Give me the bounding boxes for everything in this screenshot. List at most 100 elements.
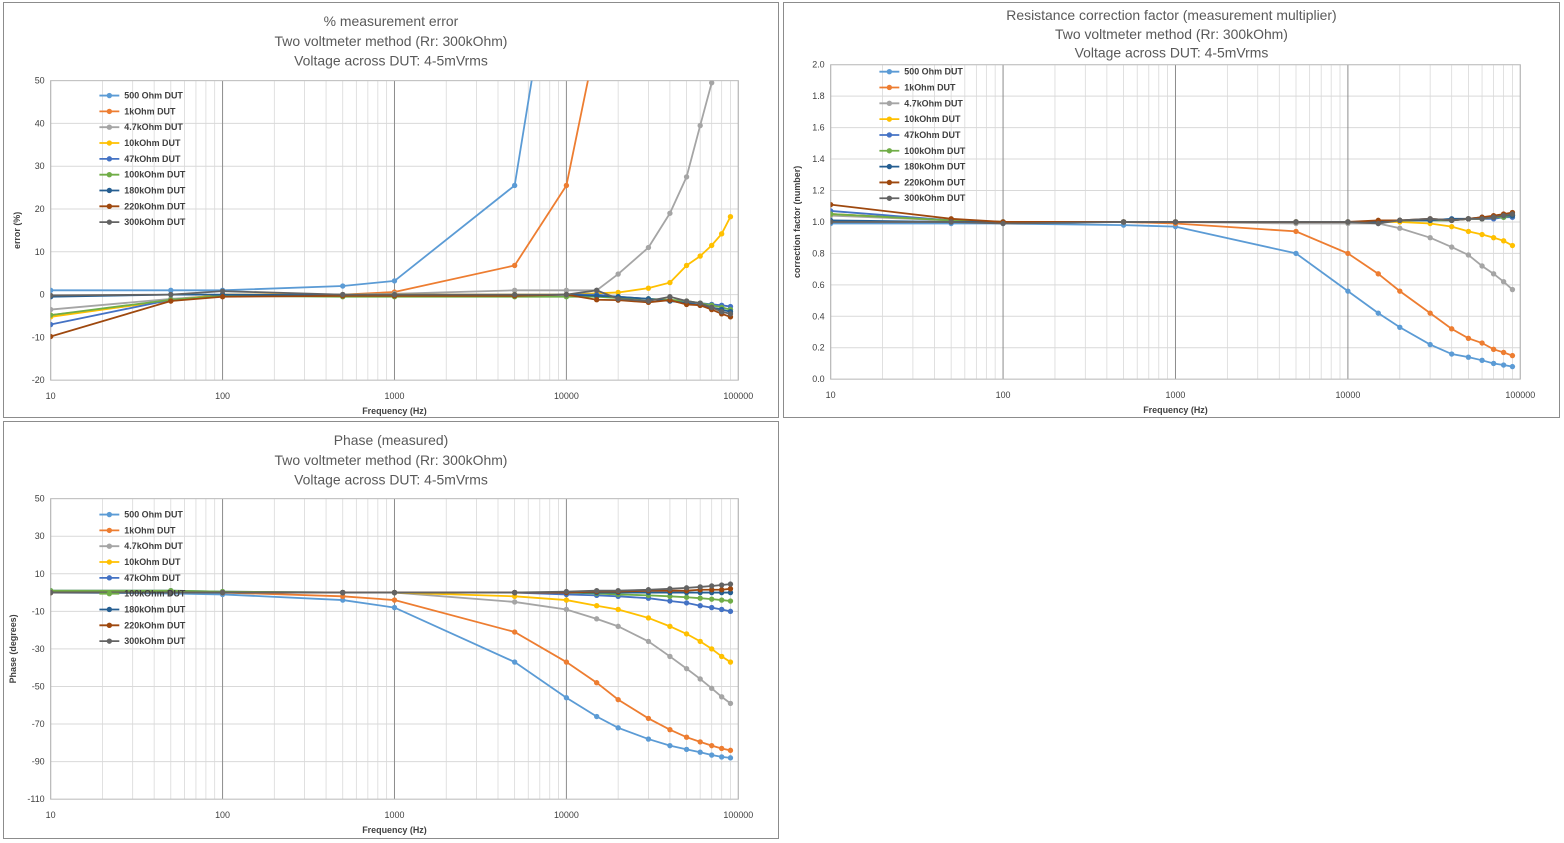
data-point [645, 736, 652, 742]
legend-entry-label: 500 Ohm DUT [904, 67, 963, 77]
series-line [50, 591, 731, 752]
series-4.7kohm-dut [830, 212, 1516, 293]
series-300kohm-dut [50, 581, 734, 596]
legend-entry-label: 500 Ohm DUT [124, 91, 183, 101]
x-tick-label: 10000 [554, 810, 579, 820]
data-point [1449, 326, 1455, 332]
series-group [50, 35, 734, 340]
data-point [697, 749, 703, 755]
phase-chart-panel: Phase (measured) Two voltmeter method (Rr… [3, 421, 779, 839]
legend-entry-label: 500 Ohm DUT [124, 510, 183, 520]
data-point [718, 582, 725, 588]
data-point [340, 291, 346, 298]
data-point [683, 298, 690, 304]
data-point [340, 593, 346, 599]
y-tick-label: 20 [35, 204, 45, 214]
data-point [1293, 228, 1299, 235]
data-point [645, 244, 652, 251]
y-tick-label: 0.0 [812, 374, 824, 384]
data-point [1490, 214, 1497, 220]
data-point [1375, 220, 1381, 227]
data-point [615, 623, 621, 630]
series-line [50, 591, 731, 759]
y-tick-label: 0.4 [812, 311, 824, 321]
data-point [563, 588, 570, 595]
data-point [50, 312, 54, 318]
plot-area [50, 498, 739, 800]
data-point [667, 593, 673, 599]
legend-marker [106, 511, 113, 518]
data-point [1345, 219, 1351, 225]
error-chart-panel: % measurement error Two voltmeter method … [3, 2, 779, 418]
legend-entry-label: 10kOhm DUT [124, 557, 181, 567]
data-point [511, 287, 518, 293]
legend-marker [106, 606, 113, 613]
data-point [1120, 219, 1127, 225]
series-line [50, 293, 731, 338]
data-point [594, 35, 599, 40]
data-point [709, 646, 715, 652]
data-point [667, 294, 673, 300]
data-point [645, 615, 652, 621]
data-point [1465, 354, 1472, 360]
x-tick-label: 10 [46, 391, 56, 401]
x-tick-label: 100000 [723, 810, 753, 820]
legend: 500 Ohm DUT 1kOhm DUT 4.7kOhm DUT 10kOhm DU… [879, 67, 966, 203]
x-tick-label: 100000 [1505, 390, 1535, 400]
data-point [683, 262, 690, 269]
x-tick-label: 1000 [385, 391, 405, 401]
data-point [709, 596, 715, 602]
data-point [511, 629, 518, 635]
plot-area [830, 64, 1521, 380]
data-point [683, 631, 690, 637]
legend-entry-label: 220kOhm DUT [124, 201, 186, 211]
legend-marker [106, 590, 113, 597]
data-point [667, 623, 673, 630]
data-point [697, 584, 703, 590]
x-axis-label: Frequency (Hz) [362, 406, 427, 416]
data-point [1375, 310, 1381, 316]
data-point [50, 333, 54, 340]
data-point [697, 253, 703, 259]
legend-entry-label: 10kOhm DUT [904, 114, 961, 124]
y-tick-label: 2.0 [812, 60, 824, 70]
data-point [615, 587, 621, 594]
data-point [683, 600, 690, 606]
chart-svg: Phase (measured) Two voltmeter method (Rr… [8, 432, 753, 835]
data-point [593, 287, 600, 293]
legend-marker [106, 108, 113, 115]
y-tick-label: 10 [35, 247, 45, 257]
data-point [391, 589, 398, 596]
data-point [1509, 286, 1516, 293]
data-point [1490, 234, 1497, 241]
y-tick-label: 0.6 [812, 280, 824, 290]
data-point [615, 296, 621, 302]
data-point [645, 638, 652, 645]
y-tick-label: -70 [32, 719, 45, 729]
data-point [697, 300, 703, 306]
data-point [1427, 216, 1433, 222]
data-point [709, 752, 715, 758]
x-tick-label: 1000 [1166, 390, 1186, 400]
legend-marker [106, 171, 113, 178]
data-point [1427, 310, 1433, 316]
y-tick-label: 50 [35, 76, 45, 86]
data-point [1345, 250, 1351, 257]
series-line [830, 213, 1513, 225]
x-axis-label: Frequency (Hz) [1143, 405, 1208, 415]
data-point [340, 283, 346, 289]
data-point [1293, 250, 1299, 257]
data-point [645, 298, 652, 304]
legend-entry-label: 47kOhm DUT [904, 130, 961, 140]
data-point [727, 581, 734, 587]
legend-entry-label: 1kOhm DUT [124, 525, 176, 535]
data-point [593, 293, 600, 299]
correction-factor-chart-panel: Resistance correction factor (measuremen… [783, 2, 1560, 418]
x-tick-label: 10000 [554, 391, 579, 401]
data-point [727, 586, 734, 592]
data-point [645, 285, 652, 291]
data-point [1449, 217, 1455, 224]
chart-title-line: Voltage across DUT: 4-5mVrms [1075, 45, 1269, 61]
data-point [683, 746, 690, 753]
data-point [511, 599, 518, 605]
